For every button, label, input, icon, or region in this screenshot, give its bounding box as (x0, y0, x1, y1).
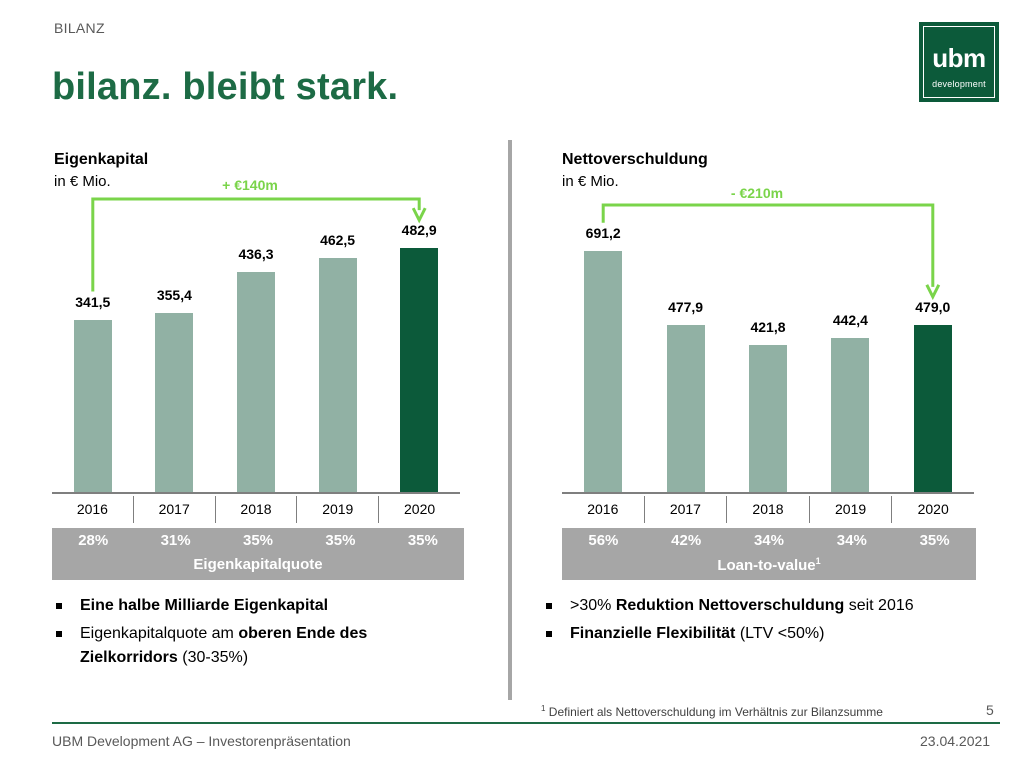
year-label-nettoverschuldung-2016: 2016 (587, 501, 619, 517)
right-bullet-2: Finanzielle Flexibilität (LTV <50%) (544, 622, 984, 646)
delta-arrow-line-eigenkapital (91, 197, 421, 292)
bullet-list-right: >30% Reduktion Nettoverschuldung seit 20… (544, 594, 984, 650)
bar-nettoverschuldung-2018 (749, 344, 787, 492)
ratio-value-eigenkapital-2016: 28% (78, 532, 109, 549)
ratio-values-eigenkapitalquote: 28% 31% 35% 35% 35% (52, 532, 464, 554)
year-label-nettoverschuldung-2020: 2020 (891, 496, 974, 523)
logo-word: ubm (932, 43, 986, 73)
bar-value-label-eigenkapital-2016: 341,5 (75, 293, 111, 310)
bullet-list-left: Eine halbe Milliarde Eigenkapital Eigenka… (54, 594, 454, 674)
footnote: 1 Definiert als Nettoverschuldung im Ver… (541, 704, 883, 719)
page-number: 5 (986, 702, 994, 718)
chart-unit-eigenkapital: in € Mio. (54, 173, 111, 190)
ratio-caption-footnote-marker: 1 (815, 556, 821, 566)
delta-arrow-head-nettoverschuldung (925, 284, 941, 301)
right-bullet-1-text-3: seit 2016 (844, 597, 914, 614)
right-bullet-2-text-2: (LTV <50%) (735, 625, 825, 642)
page-title: bilanz. bleibt stark. (52, 66, 399, 108)
chart-title-nettoverschuldung: Nettoverschuldung (562, 151, 708, 168)
year-row-nettoverschuldung: 2016 2017 2018 2019 2020 (562, 496, 974, 523)
footer-date: 23.04.2021 (920, 733, 991, 749)
logo-subtitle: development (932, 79, 986, 89)
bullet-square-icon (546, 603, 552, 609)
bar-value-label-nettoverschuldung-2018: 421,8 (750, 318, 786, 335)
vertical-divider (508, 140, 512, 700)
bar-eigenkapital-2017 (155, 312, 194, 492)
year-label-eigenkapital-2017: 2017 (132, 496, 215, 523)
nettoverschuldung-chart: 691,2 477,9 421,8 442,4 479,0 (562, 180, 974, 492)
bar-eigenkapital-2019 (318, 258, 357, 492)
ratio-caption-eigenkapitalquote: Eigenkapitalquote (193, 556, 323, 573)
left-bullet-2-text-1: Eigenkapitalquote am (80, 625, 239, 642)
bar-eigenkapital-2020 (400, 248, 439, 492)
delta-arrow-head-eigenkapital (411, 207, 427, 224)
ratio-value-nettoverschuldung-2019: 34% (836, 532, 867, 549)
bar-eigenkapital-2018 (237, 271, 275, 492)
ratio-caption-text: Loan-to-value (717, 557, 816, 574)
ratio-value-nettoverschuldung-2016: 56% (588, 532, 619, 549)
bar-eigenkapital-2016 (73, 319, 112, 492)
bar-nettoverschuldung-2019 (831, 337, 870, 492)
logo-frame: ubm development (923, 26, 995, 98)
ratio-value-eigenkapital-2019: 35% (325, 532, 356, 549)
year-row-eigenkapital: 2016 2017 2018 2019 2020 (52, 496, 460, 523)
bar-value-label-eigenkapital-2017: 355,4 (156, 286, 192, 303)
x-axis-eigenkapital (52, 492, 460, 494)
footnote-marker: 1 (541, 704, 546, 713)
bar-value-label-nettoverschuldung-2020: 479,0 (915, 298, 951, 315)
bar-value-label-eigenkapital-2018: 436,3 (238, 245, 274, 262)
bar-nettoverschuldung-2016 (584, 250, 623, 492)
bullet-square-icon (56, 603, 62, 609)
bar-nettoverschuldung-2017 (666, 325, 705, 492)
right-bullet-1-text-1: >30% (570, 597, 616, 614)
ratio-value-eigenkapital-2017: 31% (160, 532, 191, 549)
bar-value-label-nettoverschuldung-2016: 691,2 (585, 224, 621, 241)
footnote-text: Definiert als Nettoverschuldung im Verhä… (548, 705, 883, 719)
year-label-nettoverschuldung-2018: 2018 (726, 496, 809, 523)
delta-label-eigenkapital: + €140m (222, 177, 278, 193)
ratio-box-loan-to-value: 56% 42% 34% 34% 35% Loan-to-value1 (562, 528, 976, 580)
right-bullet-2-text-1: Finanzielle Flexibilität (570, 625, 736, 642)
ratio-value-nettoverschuldung-2020: 35% (919, 532, 950, 549)
left-bullet-2-text-3: (30-35%) (177, 649, 249, 666)
left-bullet-1: Eine halbe Milliarde Eigenkapital (54, 594, 454, 618)
footer-company: UBM Development AG – Investorenpräsentat… (52, 733, 351, 749)
bar-value-label-eigenkapital-2019: 462,5 (320, 232, 356, 249)
year-label-eigenkapital-2016: 2016 (76, 501, 108, 517)
footer-divider (52, 722, 1000, 724)
left-bullet-2: Eigenkapitalquote am oberen Ende des Zie… (54, 622, 454, 670)
left-bullet-2-text-2: oberen Ende des Zielkorridors (80, 625, 368, 666)
bullet-square-icon (546, 631, 552, 637)
year-label-nettoverschuldung-2017: 2017 (643, 496, 727, 523)
ratio-caption-loan-to-value: Loan-to-value1 (562, 556, 976, 574)
ratio-value-eigenkapital-2018: 35% (243, 532, 274, 549)
chart-unit-nettoverschuldung: in € Mio. (562, 173, 619, 190)
left-bullet-1-text-1: Eine halbe Milliarde Eigenkapital (80, 597, 329, 614)
x-axis-nettoverschuldung (562, 492, 974, 494)
year-label-eigenkapital-2019: 2019 (296, 496, 378, 523)
chart-title-eigenkapital: Eigenkapital (54, 151, 149, 168)
bar-value-label-nettoverschuldung-2019: 442,4 (832, 311, 868, 328)
bar-nettoverschuldung-2020 (913, 324, 952, 492)
bullet-square-icon (56, 631, 62, 637)
year-label-eigenkapital-2020: 2020 (378, 496, 460, 523)
ratio-value-nettoverschuldung-2017: 42% (671, 532, 702, 549)
ubm-logo: ubm development (919, 22, 999, 102)
ratio-box-eigenkapitalquote: 28% 31% 35% 35% 35% Eigenkapitalquote (52, 528, 464, 580)
ratio-values-loan-to-value: 56% 42% 34% 34% 35% (562, 532, 976, 554)
delta-label-nettoverschuldung: - €210m (730, 185, 784, 201)
bar-value-label-nettoverschuldung-2017: 477,9 (668, 299, 704, 316)
right-bullet-1-text-2: Reduktion Nettoverschuldung (615, 597, 845, 614)
eigenkapital-chart: 341,5 355,4 436,3 462,5 482,9 (52, 180, 460, 492)
year-label-nettoverschuldung-2019: 2019 (808, 496, 892, 523)
ratio-value-eigenkapital-2020: 35% (407, 532, 438, 549)
ratio-value-nettoverschuldung-2018: 34% (753, 532, 784, 549)
delta-arrow-line-nettoverschuldung (601, 203, 935, 287)
bar-value-label-eigenkapital-2020: 482,9 (401, 222, 437, 239)
section-label: BILANZ (54, 20, 105, 36)
right-bullet-1: >30% Reduktion Nettoverschuldung seit 20… (544, 594, 984, 618)
year-label-eigenkapital-2018: 2018 (214, 496, 297, 523)
